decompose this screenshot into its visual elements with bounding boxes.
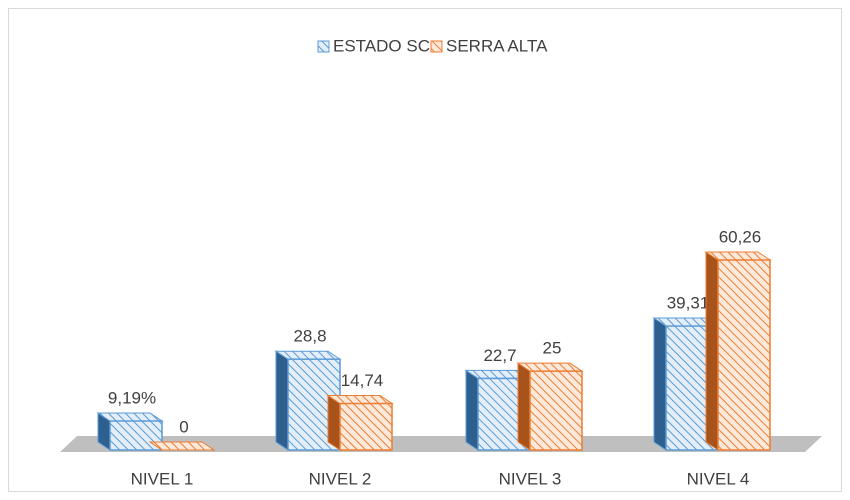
data-label: 0	[179, 417, 188, 436]
legend-swatch	[430, 40, 443, 53]
bar-side	[465, 369, 479, 451]
bar-top	[326, 395, 394, 405]
bar-side	[275, 350, 289, 451]
bar-side	[653, 317, 667, 451]
x-tick-label: NIVEL 1	[131, 469, 194, 488]
bar-side	[517, 362, 531, 451]
x-tick-label: NIVEL 2	[309, 469, 372, 488]
data-label: 14,74	[341, 371, 384, 390]
x-tick-label: NIVEL 4	[687, 469, 750, 488]
bar-top	[96, 412, 164, 422]
legend-label: SERRA ALTA	[446, 36, 548, 55]
data-label: 60,26	[719, 227, 762, 246]
legend-swatch	[317, 40, 330, 53]
data-label: 39,31	[667, 294, 710, 313]
bar	[529, 370, 583, 451]
bar-top	[274, 350, 342, 360]
x-tick-label: NIVEL 3	[499, 469, 562, 488]
bar	[339, 402, 393, 451]
data-label: 25	[543, 339, 562, 358]
legend-label: ESTADO SC	[333, 36, 430, 55]
bar-side	[705, 251, 719, 451]
bar	[717, 259, 771, 451]
data-label: 9,19%	[108, 389, 156, 408]
bar-top	[516, 362, 584, 372]
data-label: 28,8	[293, 327, 326, 346]
data-label: 22,7	[483, 346, 516, 365]
bar-side	[327, 394, 341, 451]
floor	[60, 436, 822, 452]
bar-top	[148, 441, 216, 451]
bar-top	[704, 251, 772, 261]
bar	[109, 420, 163, 451]
